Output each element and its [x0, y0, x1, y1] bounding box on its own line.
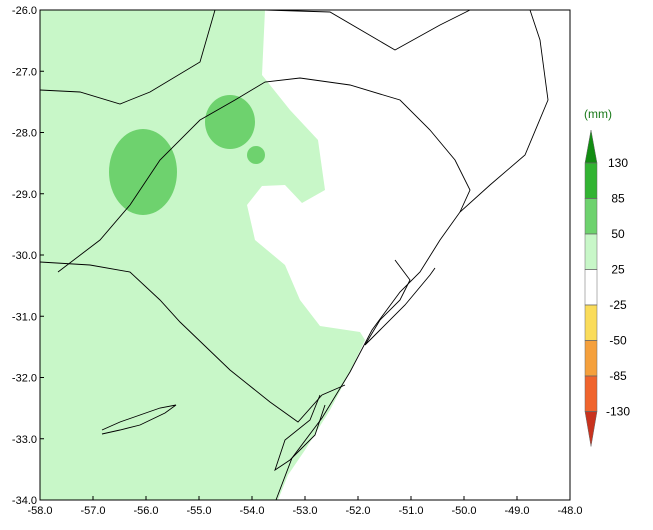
wet-area: [109, 129, 177, 215]
map-area: [39, 9, 571, 501]
wet-area: [205, 95, 255, 149]
colorbar-segment: [584, 304, 598, 341]
colorbar-segment: [584, 375, 598, 412]
border: [264, 9, 471, 51]
y-tick-label: -33.0: [12, 434, 37, 446]
lagoon: [274, 394, 326, 472]
x-tick-label: -55.0: [186, 505, 211, 517]
y-tick-label: -30.0: [12, 250, 37, 262]
wet-area: [247, 146, 265, 164]
y-tick-label: -31.0: [12, 311, 37, 323]
near-normal-area: [247, 10, 570, 500]
y-tick-label: -28.0: [12, 128, 37, 140]
colorbar-label: -25: [609, 298, 627, 312]
x-tick-label: -51.0: [398, 505, 423, 517]
colorbar-label: 130: [608, 156, 628, 170]
colorbar-segment: [584, 269, 598, 306]
coast: [275, 9, 549, 501]
colorbar-segment: [584, 233, 598, 270]
x-tick-label: -57.0: [80, 505, 105, 517]
y-tick-label: -26.0: [12, 5, 37, 17]
y-tick-label: -32.0: [12, 373, 37, 385]
colorbar-cap: [584, 129, 598, 164]
colorbar-segment: [584, 340, 598, 377]
lagoon: [364, 259, 436, 346]
colorbar-label: -50: [609, 334, 627, 348]
colorbar-cap: [584, 411, 598, 447]
x-tick-label: -49.0: [504, 505, 529, 517]
colorbar-segment: [584, 198, 598, 235]
x-tick-label: -50.0: [451, 505, 476, 517]
border: [39, 9, 216, 105]
colorbar-segment: [584, 162, 598, 199]
y-tick-label: -29.0: [12, 189, 37, 201]
x-tick-label: -53.0: [292, 505, 317, 517]
x-tick-label: -56.0: [133, 505, 158, 517]
colorbar-label: 85: [611, 192, 625, 206]
colorbar-label: 25: [611, 263, 625, 277]
x-tick-label: -54.0: [239, 505, 264, 517]
colorbar-label: -85: [609, 369, 627, 383]
x-tick-label: -48.0: [557, 505, 582, 517]
x-tick-label: -52.0: [345, 505, 370, 517]
legend-unit: (mm): [584, 107, 612, 121]
border: [39, 261, 346, 423]
y-tick-label: -27.0: [12, 66, 37, 78]
colorbar-label: -130: [606, 405, 630, 419]
x-tick-label: -58.0: [27, 505, 52, 517]
river: [101, 404, 177, 435]
border: [57, 77, 471, 273]
colorbar-label: 50: [611, 227, 625, 241]
y-tick-label: -34.0: [12, 495, 37, 507]
